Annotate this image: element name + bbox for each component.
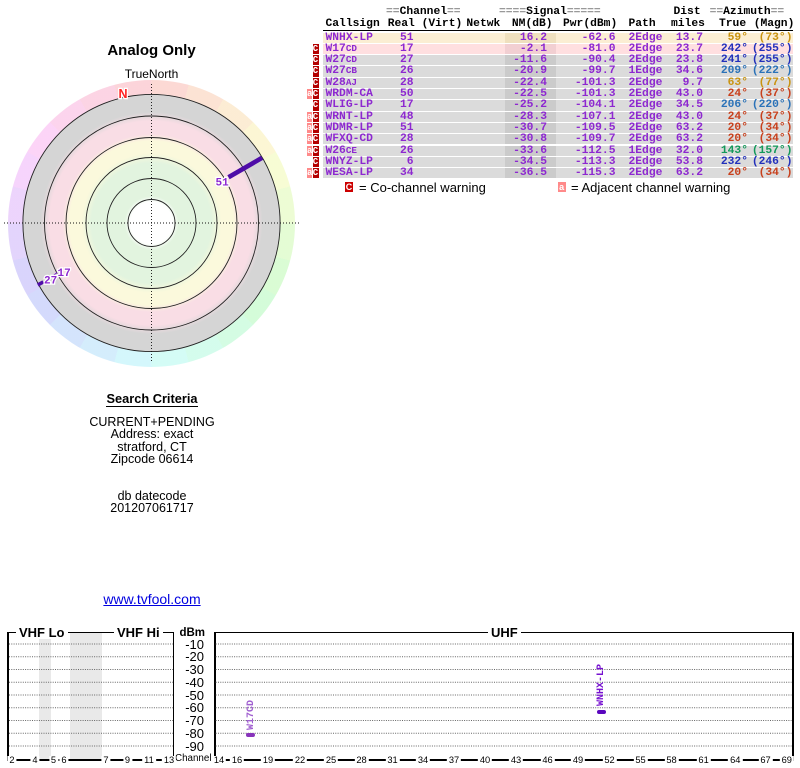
svg-text:17: 17 [58, 268, 71, 280]
svg-text:27: 27 [44, 276, 57, 288]
svg-text:N: N [119, 87, 128, 101]
svg-text:51: 51 [216, 178, 230, 190]
